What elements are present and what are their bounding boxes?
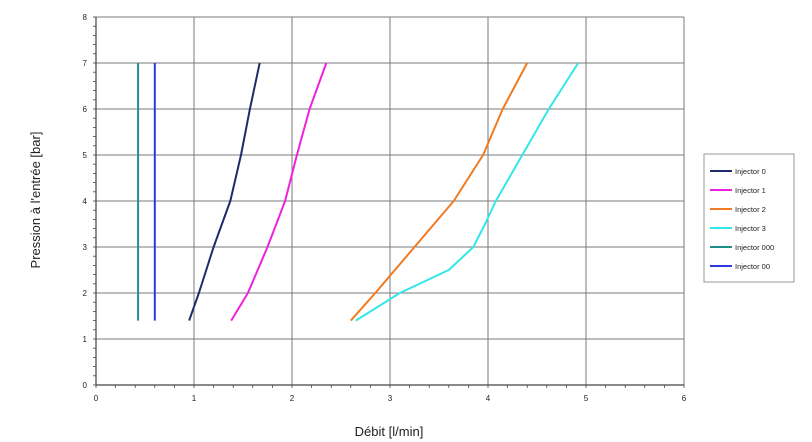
legend-label: Injector 2 <box>735 205 766 214</box>
y-tick-label: 7 <box>83 59 88 68</box>
y-tick-label: 5 <box>83 151 88 160</box>
x-tick-label: 4 <box>486 394 491 403</box>
y-tick-label: 3 <box>83 243 88 252</box>
series-line-0 <box>188 62 261 321</box>
y-tick-label: 1 <box>83 335 88 344</box>
series-group <box>137 62 580 322</box>
legend-box <box>703 153 795 283</box>
series-line-1 <box>230 62 328 322</box>
series-line-2 <box>350 62 529 322</box>
legend-label: Injector 1 <box>735 186 766 195</box>
y-tick-label: 8 <box>83 13 88 22</box>
legend: Injector 0 Injector 1 Injector 2 Injector 3… <box>703 153 795 283</box>
grid <box>95 16 685 386</box>
x-tick-label: 5 <box>584 394 589 403</box>
x-tick-label: 1 <box>192 394 197 403</box>
x-tick-label: 3 <box>388 394 393 403</box>
legend-label: Injector 3 <box>735 224 766 233</box>
x-tick-label: 0 <box>94 394 99 403</box>
y-tick-label: 4 <box>83 197 88 206</box>
y-tick-label: 0 <box>83 381 88 390</box>
legend-label: Injector 000 <box>735 243 774 252</box>
y-tick-label: 2 <box>83 289 88 298</box>
legend-label: Injector 00 <box>735 262 770 271</box>
axes: 0 1 2 3 4 5 6 0 1 2 3 4 5 6 7 8 <box>83 13 687 403</box>
x-tick-label: 6 <box>682 394 687 403</box>
y-axis-title: Pression à l'entrée [bar] <box>28 132 43 269</box>
x-axis-title: Débit [l/min] <box>355 424 424 439</box>
y-tick-label: 6 <box>83 105 88 114</box>
x-tick-label: 2 <box>290 394 295 403</box>
series-line-3 <box>355 62 580 322</box>
legend-label: Injector 0 <box>735 167 766 176</box>
